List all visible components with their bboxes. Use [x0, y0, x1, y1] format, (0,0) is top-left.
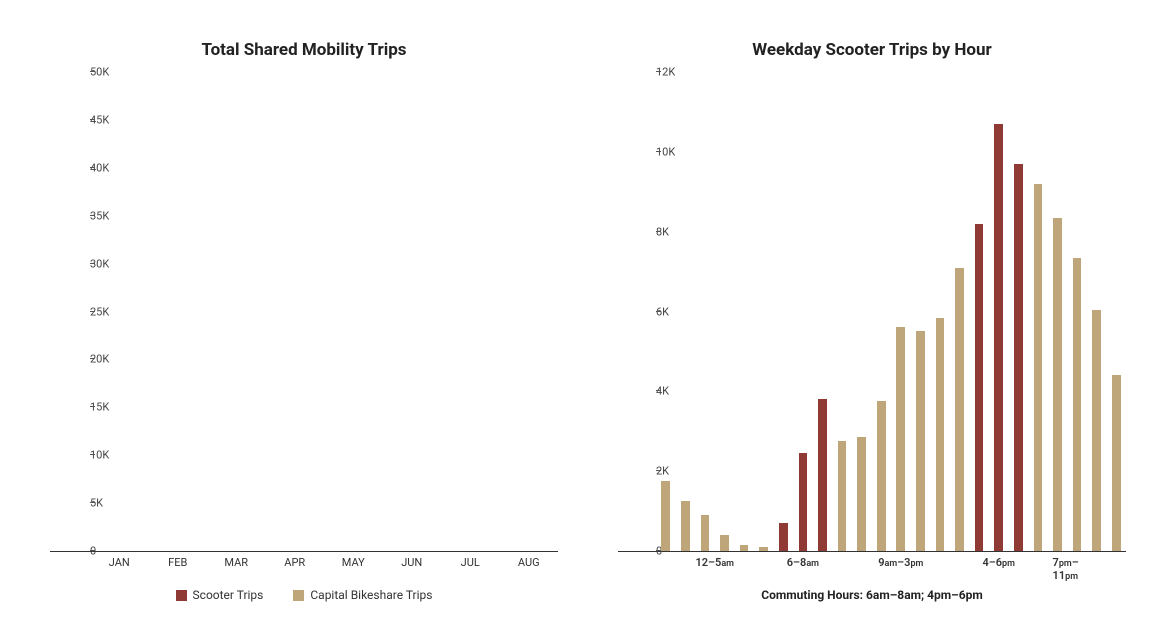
- chart2-bar: [1014, 164, 1023, 551]
- chart2-ytick: 6K: [656, 305, 662, 318]
- chart-total-shared-mobility: Total Shared Mobility Trips 05K10K15K20K…: [50, 40, 558, 602]
- chart2-bar: [975, 224, 984, 551]
- chart2-bar: [799, 453, 808, 551]
- chart2-bar: [994, 124, 1003, 551]
- chart1-ytick: 10K: [90, 449, 96, 462]
- chart1-ytick: 45K: [90, 113, 96, 126]
- legend-swatch-bikeshare: [293, 590, 304, 601]
- chart2-ytick: 12K: [656, 66, 662, 79]
- chart2-bar: [1073, 258, 1082, 551]
- chart1-ytick: 50K: [90, 66, 96, 79]
- chart2-xlabel-group: 4–6pm: [982, 556, 1014, 569]
- legend-item-scooter: Scooter Trips: [176, 588, 264, 602]
- chart2-bar: [1034, 184, 1043, 551]
- chart2-title: Weekday Scooter Trips by Hour: [618, 40, 1126, 60]
- chart1-ytick: 5K: [90, 497, 96, 510]
- legend-swatch-scooter: [176, 590, 187, 601]
- chart2-bar: [701, 515, 710, 551]
- chart1-xlabel: JUN: [401, 556, 422, 569]
- chart1-x-labels: JAN FEB MAR APR MAY JUN JUL AUG: [50, 556, 558, 576]
- chart2-bar: [818, 399, 827, 551]
- legend-label-bikeshare: Capital Bikeshare Trips: [310, 588, 432, 602]
- chart2-bar: [681, 501, 690, 551]
- chart1-xlabel: APR: [284, 556, 305, 569]
- chart2-ytick: 10K: [656, 145, 662, 158]
- chart1-ytick: 30K: [90, 257, 96, 270]
- chart2-bar: [1112, 375, 1121, 551]
- chart2-xlabel-group: 6–8am: [787, 556, 819, 569]
- chart1-ytick: 35K: [90, 209, 96, 222]
- chart2-bar: [838, 441, 847, 551]
- legend-label-scooter: Scooter Trips: [193, 588, 264, 602]
- chart2-bar: [759, 547, 768, 551]
- chart2-ytick: 8K: [656, 225, 662, 238]
- chart2-x-labels: 12–5am6–8am9am–3pm4–6pm7pm–11pm: [618, 556, 1126, 576]
- chart1-plot-area: 05K10K15K20K25K30K35K40K45K50K: [50, 72, 558, 552]
- chart1-ytick: 25K: [90, 305, 96, 318]
- chart2-bar: [779, 523, 788, 551]
- chart2-bar: [661, 481, 670, 551]
- chart2-bar: [720, 535, 729, 551]
- chart2-bar: [1053, 218, 1062, 551]
- chart1-ytick: 40K: [90, 161, 96, 174]
- chart1-legend: Scooter Trips Capital Bikeshare Trips: [50, 588, 558, 602]
- chart2-bar: [740, 545, 749, 551]
- chart2-bar: [896, 327, 905, 551]
- chart2-xlabel-group: 7pm–11pm: [1053, 556, 1102, 582]
- chart2-bar: [857, 437, 866, 551]
- chart2-bar: [955, 268, 964, 551]
- chart1-ytick: 20K: [90, 353, 96, 366]
- chart1-xlabel: MAR: [224, 556, 248, 569]
- chart2-bar: [1092, 310, 1101, 551]
- chart2-bar: [936, 318, 945, 552]
- chart2-xlabel-group: 12–5am: [695, 556, 734, 569]
- chart1-title: Total Shared Mobility Trips: [50, 40, 558, 60]
- chart2-ytick: 2K: [656, 465, 662, 478]
- chart2-footer: Commuting Hours: 6am–8am; 4pm–6pm: [618, 588, 1126, 602]
- chart2-xlabel-group: 9am–3pm: [878, 556, 923, 569]
- chart2-ytick: 4K: [656, 385, 662, 398]
- chart1-xlabel: JAN: [109, 556, 130, 569]
- chart2-bar: [877, 401, 886, 551]
- chart1-xlabel: JUL: [461, 556, 480, 569]
- legend-item-bikeshare: Capital Bikeshare Trips: [293, 588, 432, 602]
- chart-weekday-scooter-by-hour: Weekday Scooter Trips by Hour 02K4K6K8K1…: [618, 40, 1126, 602]
- chart1-xlabel: FEB: [168, 556, 187, 569]
- chart1-xlabel: AUG: [518, 556, 540, 569]
- chart1-xlabel: MAY: [342, 556, 365, 569]
- chart2-plot-area: 02K4K6K8K10K12K: [618, 72, 1126, 552]
- chart1-ytick: 15K: [90, 401, 96, 414]
- chart2-bar: [916, 331, 925, 551]
